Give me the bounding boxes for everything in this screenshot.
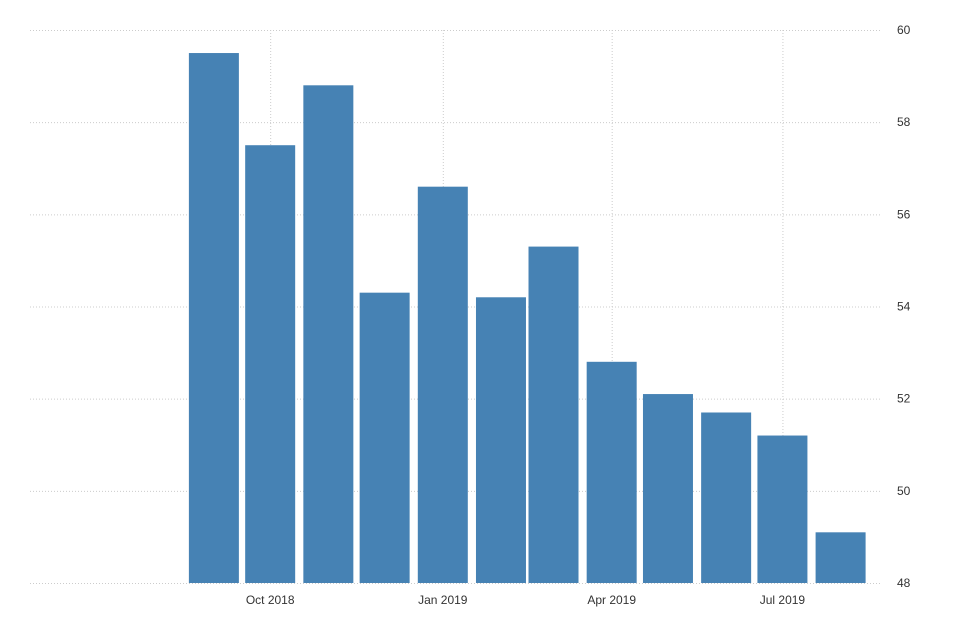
y-tick-label: 58	[897, 115, 911, 129]
bar	[245, 145, 296, 584]
bars	[188, 53, 866, 584]
y-tick-label: 54	[897, 300, 911, 314]
x-tick-label: Jan 2019	[418, 593, 468, 607]
bar	[303, 85, 354, 584]
y-tick-label: 52	[897, 392, 911, 406]
y-axis: 48 50 52 54 56 58 60	[897, 23, 911, 590]
bar	[528, 246, 579, 583]
y-tick-label: 56	[897, 207, 911, 221]
bar	[188, 53, 239, 583]
bar	[701, 412, 752, 583]
x-tick-label: Oct 2018	[246, 593, 295, 607]
bar	[815, 532, 866, 583]
bar	[475, 297, 526, 583]
bar	[359, 292, 410, 583]
y-tick-label: 48	[897, 576, 911, 590]
x-tick-label: Apr 2019	[587, 593, 636, 607]
y-tick-label: 60	[897, 23, 911, 37]
bar	[757, 435, 808, 583]
bar	[417, 186, 468, 583]
x-axis: Oct 2018 Jan 2019 Apr 2019 Jul 2019	[246, 593, 806, 607]
bar	[586, 361, 637, 583]
x-tick-label: Jul 2019	[760, 593, 806, 607]
bar	[642, 394, 693, 583]
y-tick-label: 50	[897, 484, 911, 498]
